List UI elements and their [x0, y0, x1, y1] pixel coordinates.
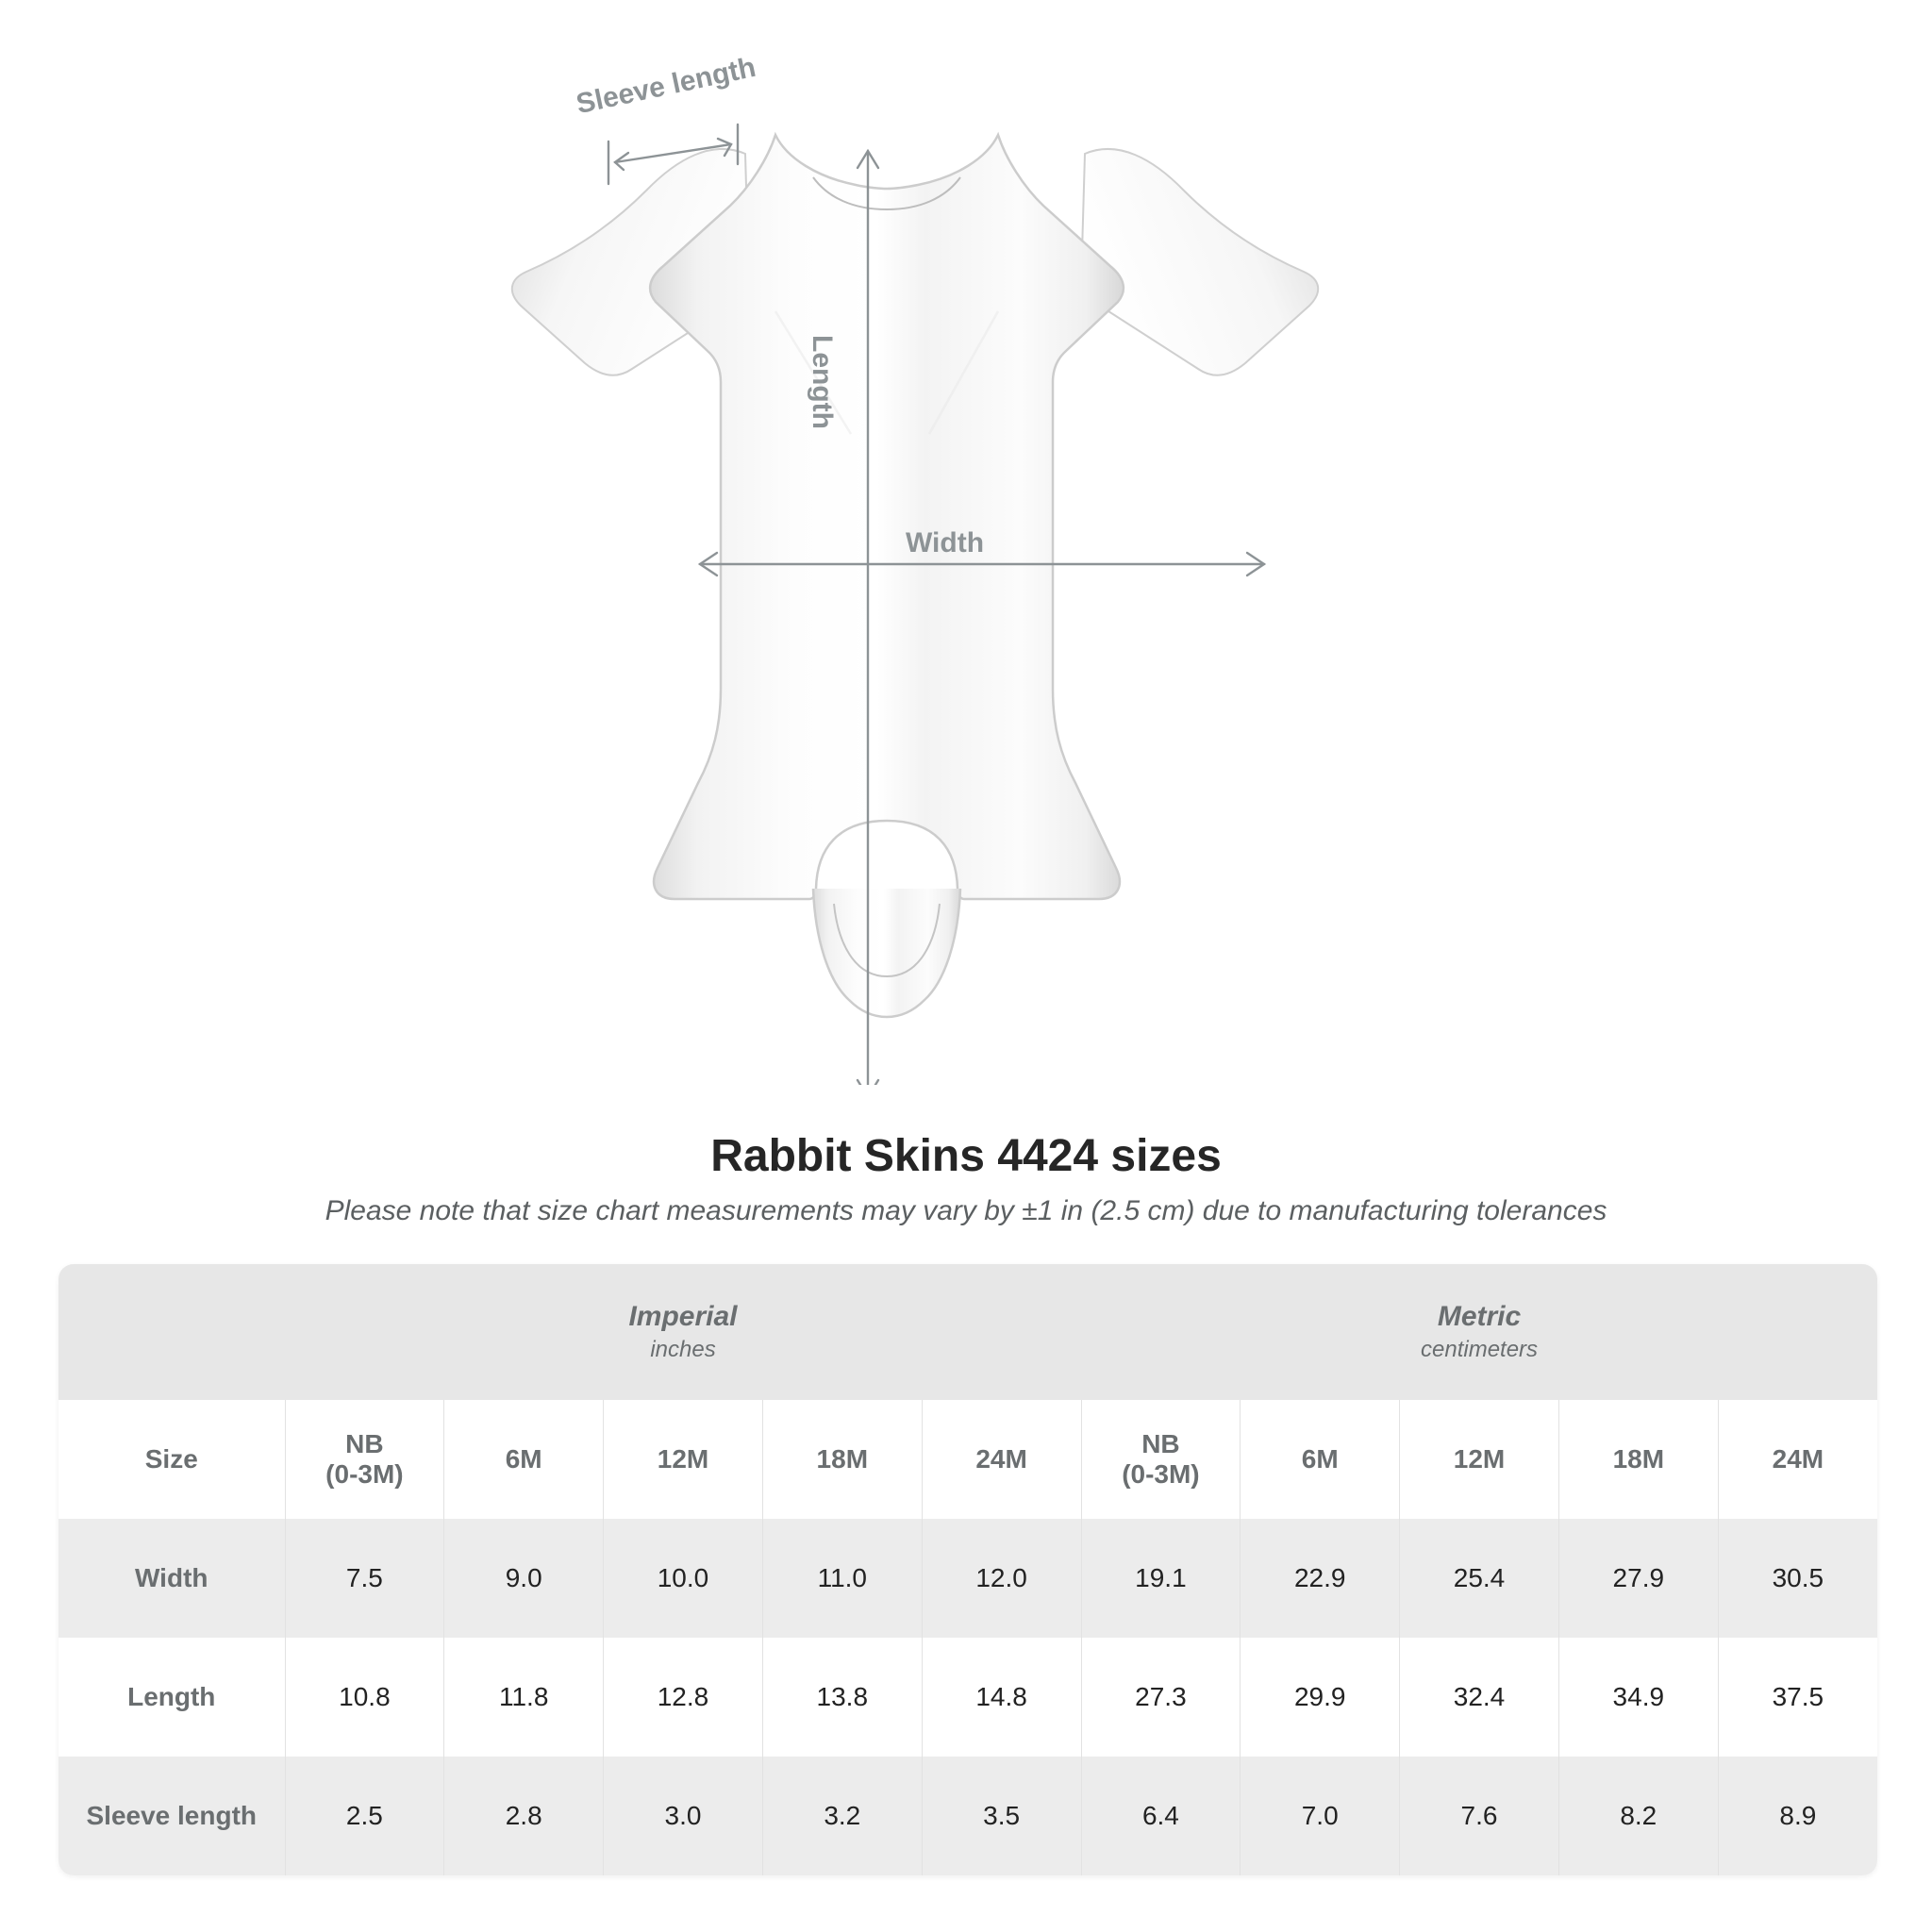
svg-text:Width: Width — [906, 527, 984, 558]
